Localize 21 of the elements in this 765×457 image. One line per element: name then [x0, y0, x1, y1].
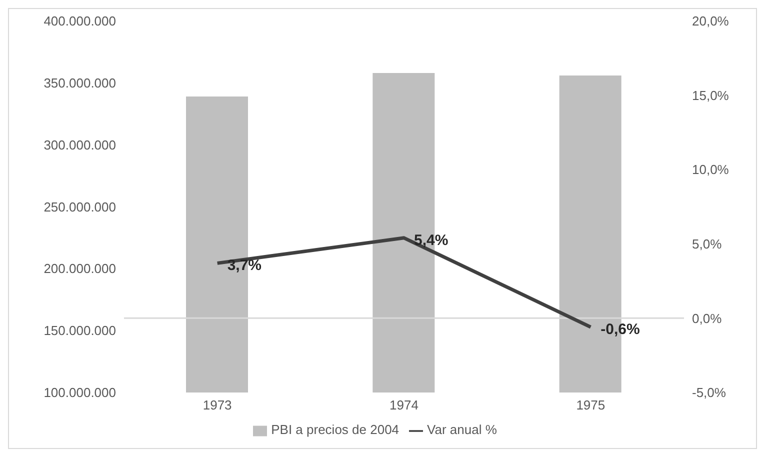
y2-tick-label: 10,0%	[692, 162, 730, 178]
x-tick-label: 1973	[202, 398, 232, 413]
data-label: 3,7%	[227, 257, 262, 274]
legend-label: Var anual %	[427, 422, 497, 438]
y2-tick-label: 20,0%	[692, 14, 730, 29]
y2-tick-label: -5,0%	[692, 385, 726, 400]
y-tick-label: 150.000.000	[44, 323, 116, 338]
x-tick-label: 1975	[576, 398, 606, 413]
y-tick-label: 200.000.000	[44, 261, 116, 276]
y-tick-label: 100.000.000	[44, 385, 116, 400]
y-tick-label: 250.000.000	[44, 199, 116, 214]
y-tick-label: 300.000.000	[44, 137, 116, 152]
data-label: -0,6%	[600, 321, 640, 338]
legend-label: PBI a precios de 2004	[271, 422, 400, 438]
data-label: 5,4%	[414, 232, 448, 249]
y-tick-label: 350.000.000	[44, 76, 116, 91]
y-tick-label: 400.000.000	[44, 14, 116, 29]
y2-tick-label: 0,0%	[692, 310, 722, 326]
y2-tick-label: 5,0%	[692, 236, 722, 252]
x-tick-label: 1974	[390, 398, 418, 413]
y2-tick-label: 15,0%	[692, 88, 730, 103]
